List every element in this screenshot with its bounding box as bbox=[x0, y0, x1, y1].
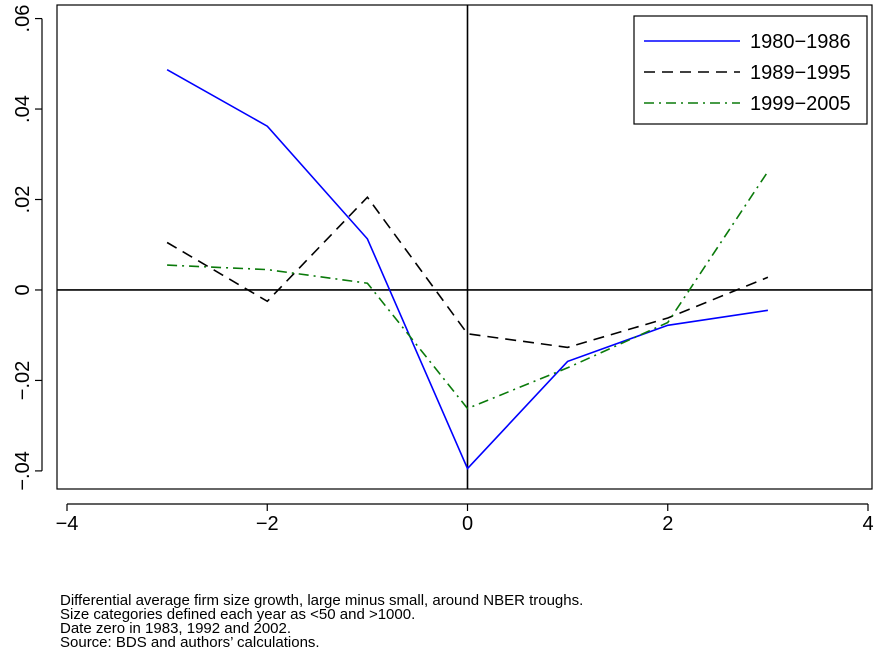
line-chart: −4 −2 0 2 4 −.04 −.02 0 .02 .04 .06 1980−1986 1989… bbox=[12, 4, 874, 535]
note-line: Differential average firm size growth, l… bbox=[60, 592, 584, 609]
series-line-3 bbox=[167, 171, 769, 410]
series-line-2 bbox=[166, 195, 769, 349]
plot-frame bbox=[56, 4, 873, 490]
legend: 1980−1986 1989−1995 1999−2005 bbox=[633, 15, 868, 125]
x-tick-label: 4 bbox=[862, 513, 873, 535]
y-tick-label: .04 bbox=[12, 95, 34, 123]
x-tick-label: −2 bbox=[256, 513, 279, 535]
note-line: Date zero in 1983, 1992 and 2002. bbox=[60, 620, 292, 637]
x-tick-label: −4 bbox=[56, 513, 79, 535]
x-tick-label: 0 bbox=[462, 513, 473, 535]
y-tick-label: −.02 bbox=[12, 361, 34, 400]
legend-label: 1980−1986 bbox=[750, 31, 851, 53]
legend-label: 1989−1995 bbox=[750, 62, 851, 84]
y-tick-label: 0 bbox=[12, 284, 34, 295]
legend-label: 1999−2005 bbox=[750, 93, 851, 115]
legend-box bbox=[633, 15, 868, 125]
y-tick-label: −.04 bbox=[12, 451, 34, 490]
note-line: Size categories defined each year as <50… bbox=[60, 606, 416, 623]
y-tick-label: .06 bbox=[12, 5, 34, 33]
y-tick-label: .02 bbox=[12, 186, 34, 214]
chart-notes: Differential average firm size growth, l… bbox=[60, 592, 584, 651]
x-tick-label: 2 bbox=[662, 513, 673, 535]
series-line-1 bbox=[166, 69, 769, 471]
note-line: Source: BDS and authors’ calculations. bbox=[60, 634, 320, 651]
